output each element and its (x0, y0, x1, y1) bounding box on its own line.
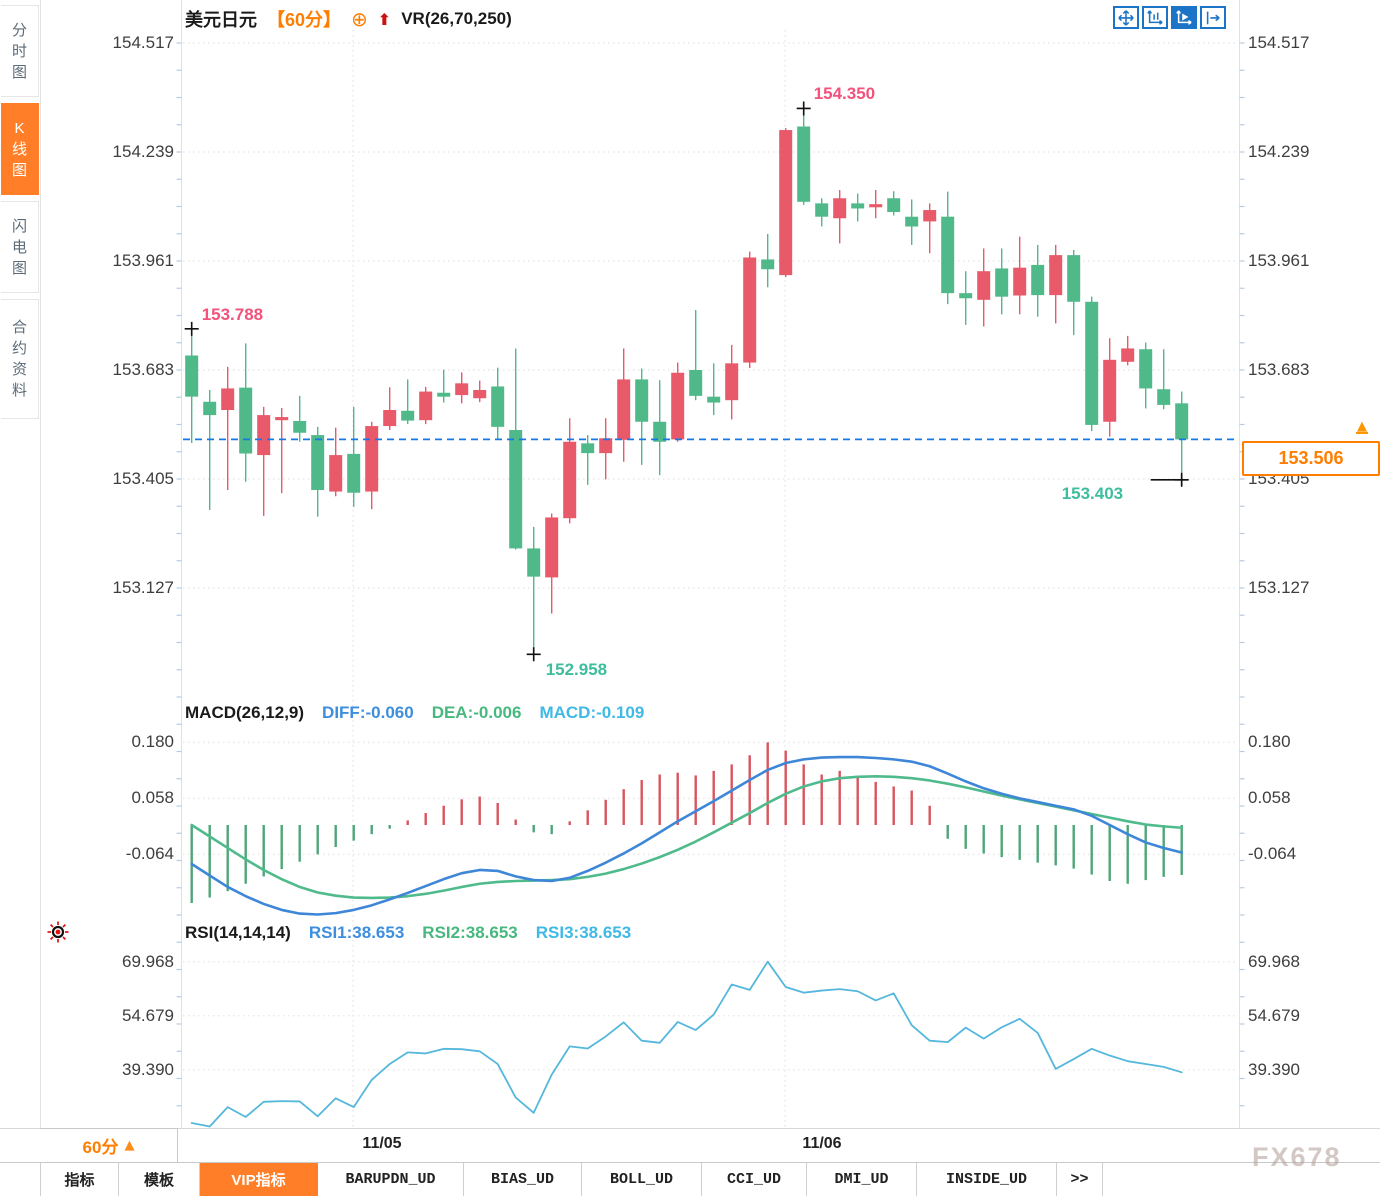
tab-模板[interactable]: 模板 (119, 1163, 200, 1196)
axis-zoom-icon[interactable] (1142, 6, 1168, 29)
axis-tick-label: 0.058 (131, 788, 174, 808)
axis-tick-label: 153.683 (1248, 360, 1310, 379)
chart-toolbar (1113, 6, 1226, 29)
axis-tick-label: 69.968 (122, 951, 174, 971)
axis-tick-label: 153.127 (112, 578, 174, 597)
macd-hist-value: MACD:-0.109 (539, 703, 645, 722)
macd-title: MACD(26,12,9) (185, 703, 305, 722)
axis-tick-label: 69.968 (1248, 951, 1300, 971)
period-selector-arrow-icon: ▲ (124, 1138, 135, 1153)
time-axis: 11/05 11/06 (0, 1128, 1380, 1163)
price-up-arrow-icon: ▲ (1356, 419, 1368, 434)
axis-tick-label: 153.961 (1248, 251, 1310, 270)
axis-tick-label: 154.517 (1248, 33, 1310, 52)
date-label-1105: 11/05 (362, 1135, 402, 1152)
axis-tick-label: 39.390 (122, 1059, 174, 1079)
axis-tick-label: 153.405 (112, 469, 174, 488)
indicator-tabbar: 指标 模板 VIP指标 BARUPDN_UD BIAS_UD BOLL_UD CCI_UD D… (40, 1163, 1103, 1196)
period-selector[interactable]: 60分 ▲ (40, 1128, 178, 1163)
rsi2-value: RSI2:38.653 (422, 923, 518, 942)
rsi-label-row: RSI(14,14,14) RSI1:38.653 RSI2:38.653 RS… (185, 923, 631, 943)
indicator-settings-sun-icon[interactable] (46, 920, 70, 944)
axis-tick-label: 154.239 (112, 142, 174, 161)
watermark: FX678 (1252, 1142, 1342, 1172)
symbol-name: 美元日元 (185, 10, 257, 30)
axis-tick-label: 54.679 (1248, 1005, 1300, 1025)
axis-tick-label: 54.679 (122, 1005, 174, 1025)
price-extreme-label: 153.403 (1061, 483, 1124, 503)
tab-BARUPDN_UD[interactable]: BARUPDN_UD (318, 1163, 464, 1196)
up-signal-arrow-icon: ⬆ (377, 9, 392, 29)
tab-DMI_UD[interactable]: DMI_UD (807, 1163, 917, 1196)
axis-tick-label: 153.683 (112, 360, 174, 379)
tab-CCI_UD[interactable]: CCI_UD (702, 1163, 807, 1196)
pan-crosshair-icon[interactable] (1113, 6, 1139, 29)
macd-diff-value: DIFF:-0.060 (322, 703, 414, 722)
rsi-panel[interactable] (0, 920, 1380, 1128)
period-label: 【60分】 (267, 10, 342, 30)
chart-title-row: 美元日元 【60分】 ⊕ ⬆ VR(26,70,250) (185, 6, 512, 32)
tab-INSIDE_UD[interactable]: INSIDE_UD (917, 1163, 1057, 1196)
price-extreme-label: 152.958 (545, 660, 608, 680)
rsi-title: RSI(14,14,14) (185, 923, 291, 942)
price-chart[interactable] (0, 0, 1380, 700)
collapse-right-icon[interactable] (1200, 6, 1226, 29)
axis-play-icon[interactable] (1171, 6, 1197, 29)
axis-tick-label: 153.127 (1248, 578, 1310, 597)
current-price-tag: 153.506 (1242, 441, 1380, 476)
axis-tick-label: 154.239 (1248, 142, 1310, 161)
price-extreme-label: 153.788 (201, 304, 264, 324)
axis-tick-label: 153.961 (112, 251, 174, 270)
macd-panel[interactable] (0, 700, 1380, 920)
period-selector-label: 60分 (82, 1138, 119, 1157)
axis-tick-label: 154.517 (112, 33, 174, 52)
rsi3-value: RSI3:38.653 (535, 923, 632, 942)
date-label-1106: 11/06 (802, 1135, 842, 1152)
axis-tick-label: -0.064 (125, 844, 174, 864)
rsi1-value: RSI1:38.653 (308, 923, 405, 942)
tab-VIP指标[interactable]: VIP指标 (200, 1163, 318, 1196)
sidebar-item-闪电图[interactable]: 闪电图 (1, 201, 39, 293)
tab->>[interactable]: >> (1057, 1163, 1103, 1196)
axis-tick-label: 0.180 (131, 732, 174, 752)
macd-dea-value: DEA:-0.006 (431, 703, 522, 722)
axis-tick-label: 39.390 (1248, 1059, 1300, 1079)
tab-指标[interactable]: 指标 (41, 1163, 119, 1196)
tab-BIAS_UD[interactable]: BIAS_UD (464, 1163, 582, 1196)
add-indicator-icon[interactable]: ⊕ (351, 7, 368, 31)
axis-tick-label: -0.064 (1248, 844, 1297, 864)
sidebar-item-分时图[interactable]: 分时图 (1, 5, 39, 97)
price-extreme-label: 154.350 (813, 84, 876, 104)
sidebar-item-合约资料[interactable]: 合约资料 (1, 299, 39, 419)
tab-BOLL_UD[interactable]: BOLL_UD (582, 1163, 702, 1196)
vr-indicator-label: VR(26,70,250) (401, 9, 512, 28)
macd-label-row: MACD(26,12,9) DIFF:-0.060 DEA:-0.006 MAC… (185, 703, 644, 723)
axis-tick-label: 0.180 (1248, 732, 1291, 752)
axis-tick-label: 0.058 (1248, 788, 1291, 808)
